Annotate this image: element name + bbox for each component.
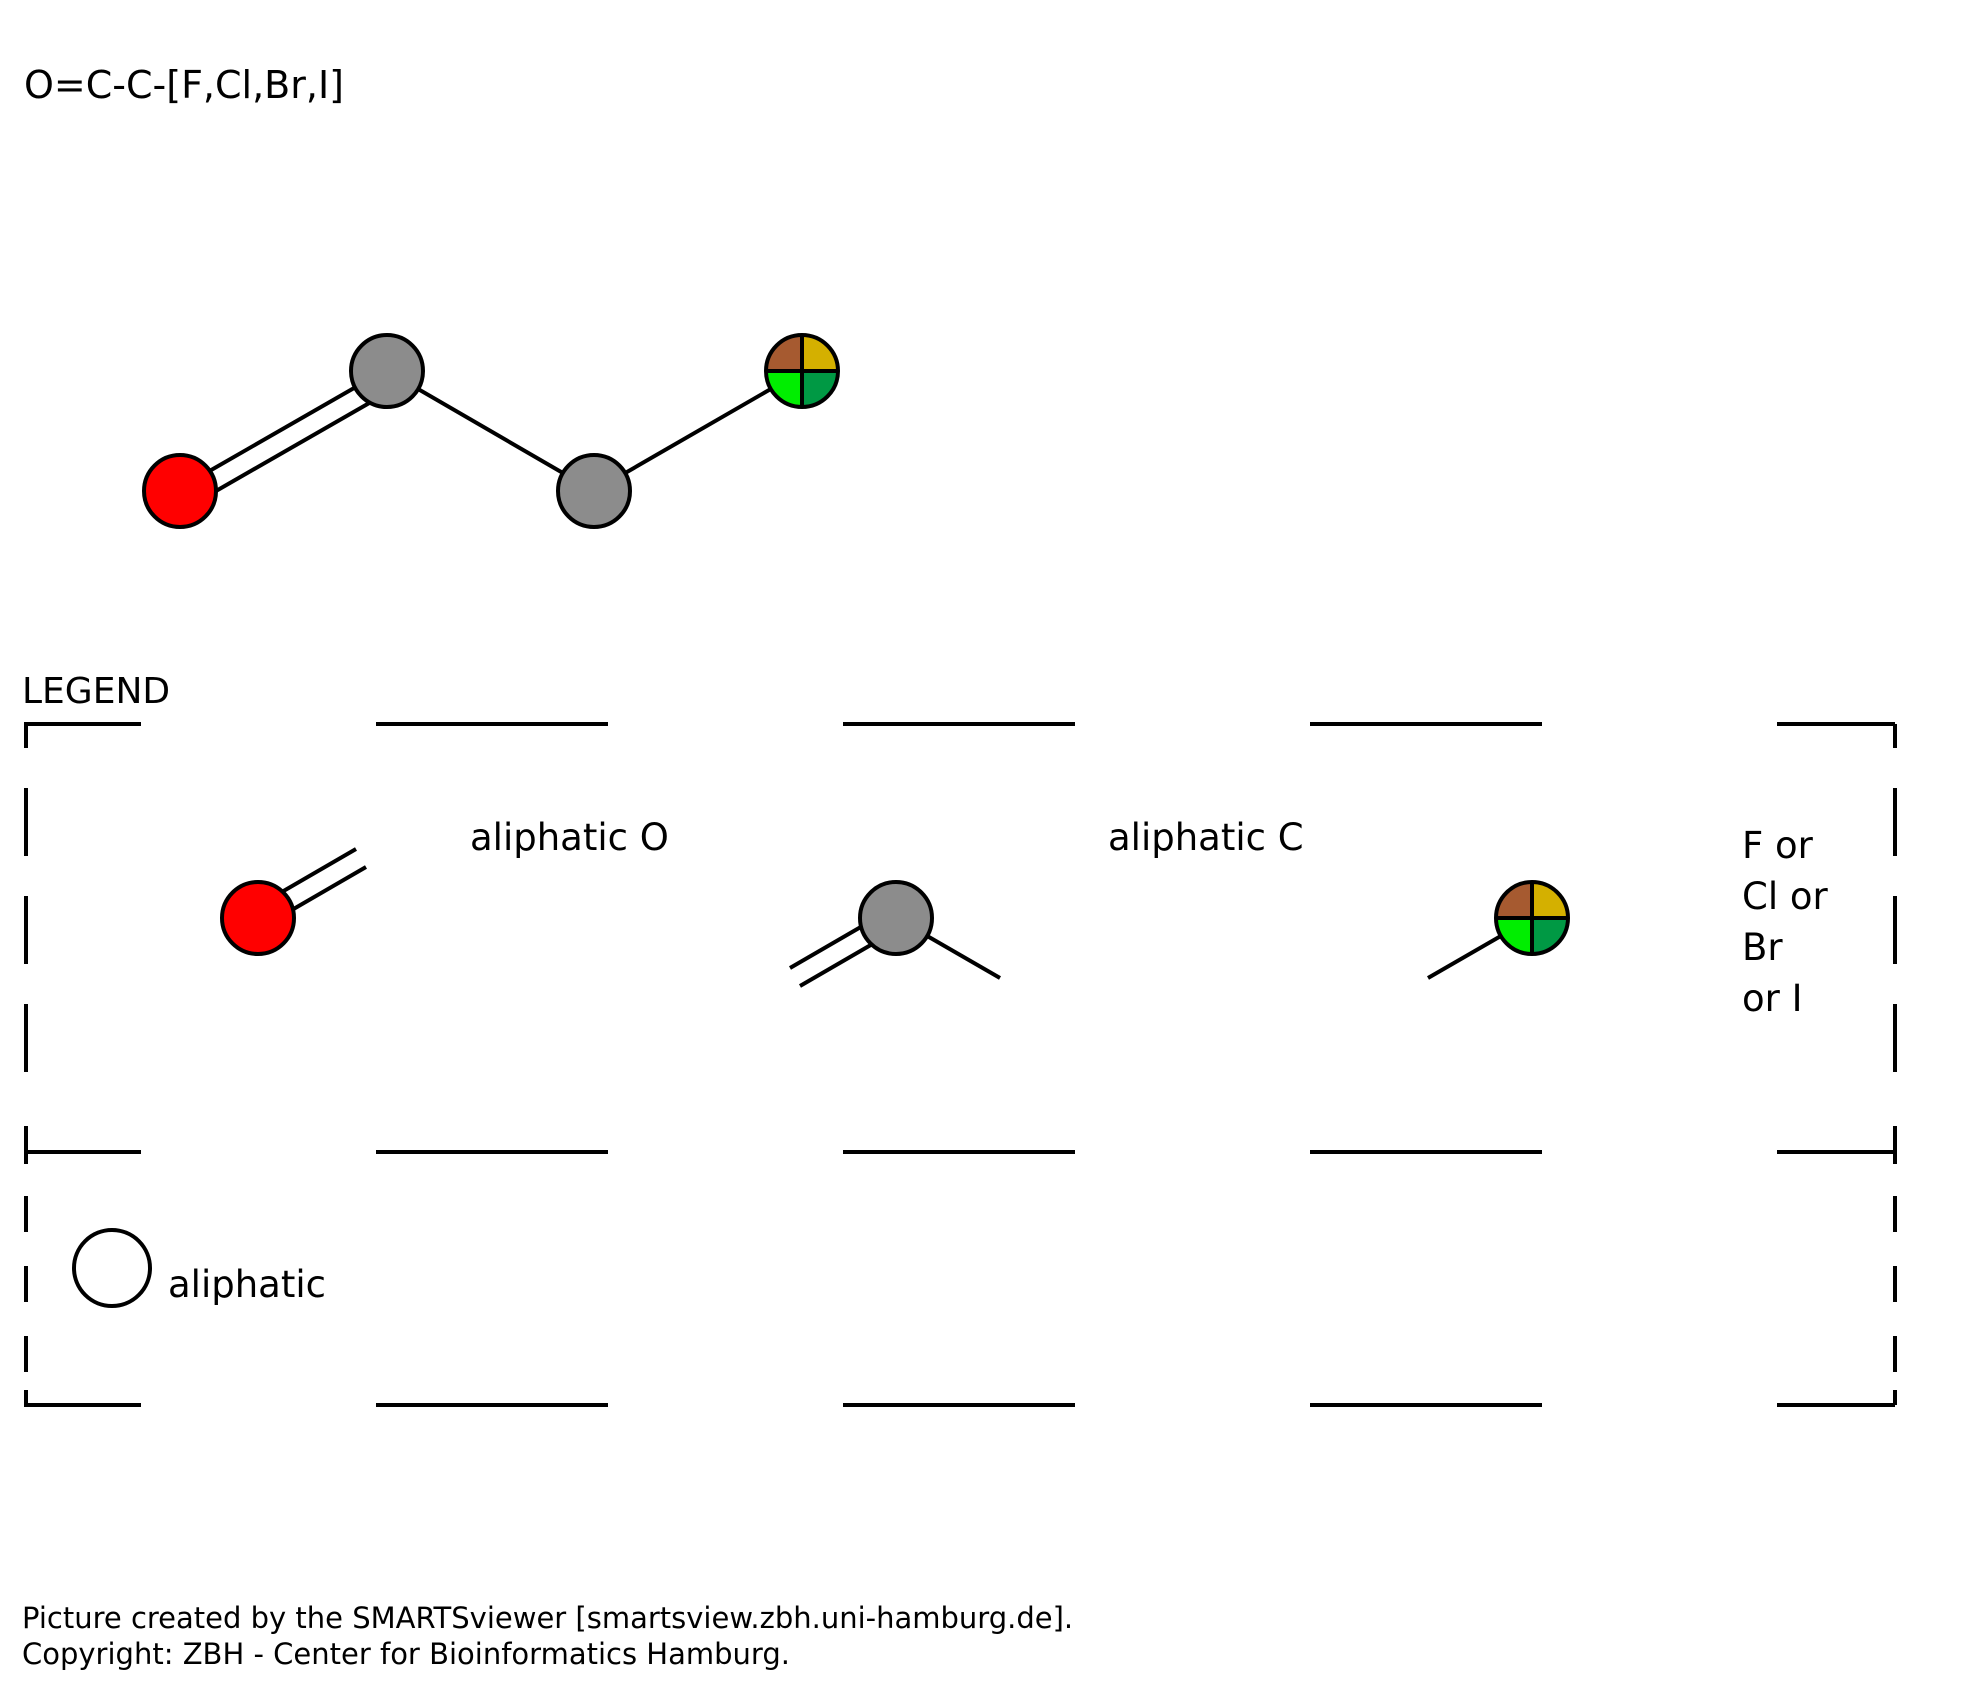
atom-halogen	[764, 333, 840, 409]
legend-label-halogen-2: Cl or	[1742, 875, 1829, 918]
legend-frame	[24, 722, 1897, 1407]
molecule	[142, 333, 840, 529]
halogen-quadrant-i	[802, 335, 838, 371]
double-bond-line-1	[205, 378, 369, 475]
legend-atom-halogen	[1494, 880, 1570, 956]
legend-label-carbon: aliphatic C	[1108, 816, 1304, 859]
halogen-quadrant-br	[766, 335, 802, 371]
atom-carbon-1	[349, 333, 425, 409]
halogen-quadrant-f	[766, 371, 802, 407]
legend-atom-oxygen	[220, 880, 296, 956]
legend-label-oxygen: aliphatic O	[470, 816, 669, 859]
legend-entry-carbon: aliphatic C	[788, 816, 1304, 988]
halogen-outline	[764, 333, 840, 409]
legend-entry-oxygen: aliphatic O	[220, 816, 669, 956]
atom-oxygen	[142, 453, 218, 529]
legend-atom-carbon	[858, 880, 934, 956]
legend-title: LEGEND	[22, 671, 170, 712]
legend-atom-aliphatic	[72, 1228, 152, 1308]
halogen-quadrant-cl	[802, 371, 838, 407]
atom-carbon-2	[556, 453, 632, 529]
footer-copyright: Copyright: ZBH - Center for Bioinformati…	[22, 1637, 790, 1671]
legend-label-halogen-1: F or	[1742, 824, 1814, 867]
legend-label-aliphatic: aliphatic	[168, 1263, 326, 1306]
legend-entry-halogen: F or Cl or Br or I	[1427, 824, 1829, 1020]
legend-label-halogen-4: or I	[1742, 977, 1803, 1020]
single-bond-c-c	[385, 369, 596, 493]
footer-credit: Picture created by the SMARTSviewer [sma…	[22, 1601, 1073, 1635]
single-bond-c-x	[593, 369, 803, 493]
legend-label-halogen-3: Br	[1742, 926, 1783, 969]
legend-entry-aliphatic: aliphatic	[72, 1228, 326, 1308]
double-bond-line-2	[215, 396, 379, 493]
smarts-string: O=C-C-[F,Cl,Br,I]	[24, 63, 344, 107]
